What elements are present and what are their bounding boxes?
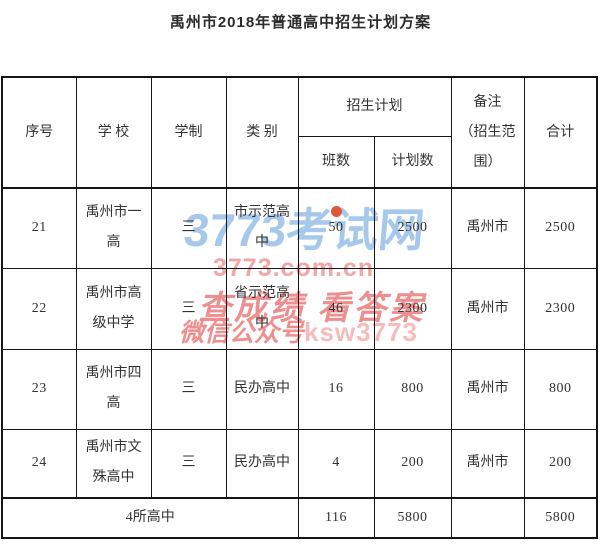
cell-school: 禹州市高级中学	[75, 267, 152, 350]
header-row-2: 班数 计划数	[2, 135, 597, 189]
cell-classes: 4	[297, 428, 375, 499]
cell-classes: 16	[297, 348, 375, 430]
header-category: 类 别	[225, 76, 299, 189]
enrollment-plan-table: 序号 学 校 学制 类 别 招生计划 备注 （招生范围） 合计 班数 计划数 2…	[1, 76, 598, 539]
cell-remark: 禹州市	[450, 348, 525, 430]
cell-category: 市示范高中	[225, 187, 299, 269]
header-remark: 备注 （招生范围）	[450, 76, 525, 189]
cell-system: 三	[150, 187, 227, 269]
cell-total: 200	[523, 428, 598, 499]
cell-system: 三	[150, 267, 227, 350]
table-row: 23 禹州市四高 三 民办高中 16 800 禹州市 800	[1, 348, 598, 430]
cell-remark: 禹州市	[450, 428, 525, 499]
totals-classes: 116	[297, 497, 375, 539]
cell-system: 三	[150, 348, 227, 430]
cell-classes: 46	[297, 267, 375, 350]
cell-remark: 禹州市	[450, 187, 525, 269]
cell-system: 三	[150, 428, 227, 499]
cell-planned: 2500	[373, 187, 452, 269]
header-remark-line1: 备注	[473, 94, 502, 110]
totals-total: 5800	[523, 497, 598, 539]
header-planned: 计划数	[373, 135, 452, 189]
header-plan-group: 招生计划	[297, 76, 452, 137]
cell-total: 2500	[523, 187, 598, 269]
cell-no: 23	[1, 348, 77, 430]
cell-no: 22	[1, 267, 77, 350]
table-row: 21 禹州市一高 三 市示范高中 50 2500 禹州市 2500	[1, 187, 598, 269]
cell-school: 禹州市四高	[75, 348, 152, 430]
cell-planned: 2300	[373, 267, 452, 350]
cell-category: 省示范高中	[225, 267, 299, 350]
header-school: 学 校	[75, 76, 152, 189]
header-row-1: 序号 学 校 学制 类 别 招生计划 备注 （招生范围） 合计	[1, 76, 598, 189]
table-row: 22 禹州市高级中学 三 省示范高中 46 2300 禹州市 2300	[1, 267, 598, 350]
cell-no: 21	[1, 187, 77, 269]
header-remark-line2: （招生范围）	[459, 124, 516, 170]
totals-label: 4所高中	[1, 497, 299, 539]
header-index: 序号	[1, 76, 77, 189]
cell-total: 800	[523, 348, 598, 430]
totals-planned: 5800	[373, 497, 452, 539]
cell-school: 禹州市文殊高中	[75, 428, 152, 499]
header-system: 学制	[150, 76, 227, 189]
page-title: 禹州市2018年普通高中招生计划方案	[169, 14, 432, 31]
cell-classes: 50	[297, 187, 375, 269]
cell-no: 24	[1, 428, 77, 499]
totals-remark	[450, 497, 525, 539]
cell-planned: 800	[373, 348, 452, 430]
cell-category: 民办高中	[225, 428, 299, 499]
cell-remark: 禹州市	[450, 267, 525, 350]
table-row: 24 禹州市文殊高中 三 民办高中 4 200 禹州市 200	[1, 428, 598, 499]
cell-category: 民办高中	[225, 348, 299, 430]
header-classes: 班数	[297, 135, 375, 189]
cell-planned: 200	[373, 428, 452, 499]
cell-school: 禹州市一高	[75, 187, 152, 269]
header-total: 合计	[523, 76, 598, 189]
totals-row: 4所高中 116 5800 5800	[1, 497, 598, 539]
cell-total: 2300	[523, 267, 598, 350]
